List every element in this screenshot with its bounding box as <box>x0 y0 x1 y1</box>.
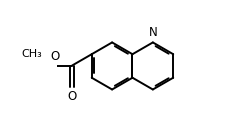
Text: CH₃: CH₃ <box>22 49 42 59</box>
Text: N: N <box>149 26 158 39</box>
Text: O: O <box>50 50 59 63</box>
Text: O: O <box>67 90 76 103</box>
